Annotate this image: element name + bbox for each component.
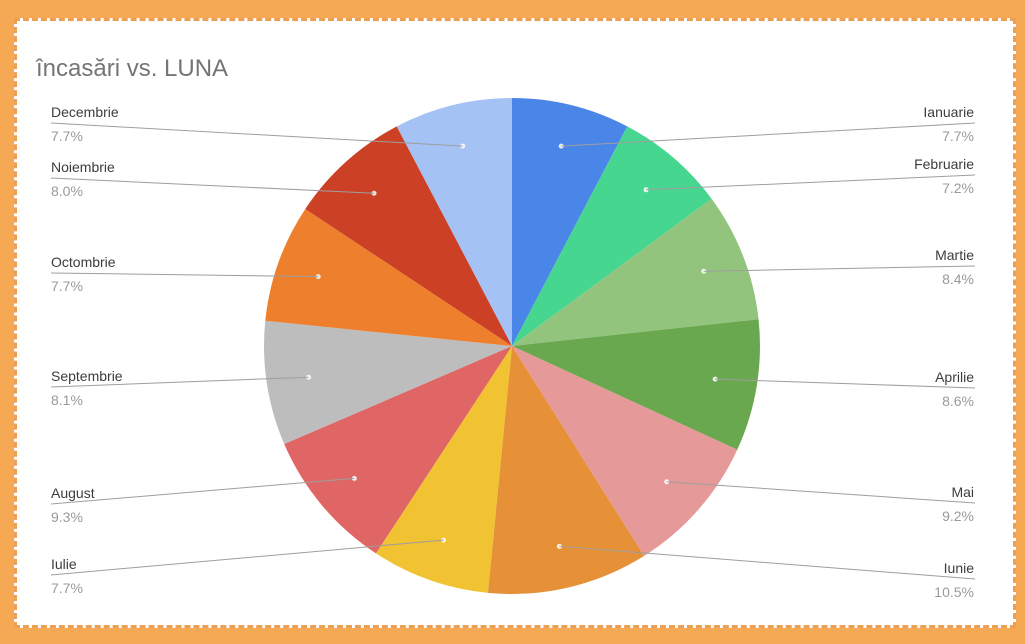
slice-aprilie[interactable] xyxy=(512,319,760,450)
slice-label: Februarie xyxy=(914,156,974,172)
slice-percent: 7.7% xyxy=(942,128,974,144)
slice-label: Iulie xyxy=(51,556,77,572)
callout-line xyxy=(703,265,976,272)
slice-label: Octombrie xyxy=(51,254,116,270)
slice-percent: 7.7% xyxy=(51,278,83,294)
callout-line xyxy=(50,477,355,505)
slice-label: Iunie xyxy=(944,560,975,576)
pie-slices xyxy=(263,98,760,594)
slice-label: Decembrie xyxy=(51,104,119,120)
callout-line xyxy=(715,378,976,389)
slice-label: Aprilie xyxy=(935,369,974,385)
slice-noiembrie[interactable] xyxy=(305,126,512,346)
callout-line xyxy=(561,122,976,147)
callout-line xyxy=(50,177,375,194)
slice-label: Martie xyxy=(935,247,974,263)
slice-februarie[interactable] xyxy=(512,126,712,346)
slice-ianuarie[interactable] xyxy=(512,98,628,346)
callout-line xyxy=(666,481,976,504)
slice-iulie[interactable] xyxy=(375,346,512,593)
pie-callouts: Ianuarie 7.7% Februarie 7.2% Martie 8.4% April… xyxy=(50,104,976,600)
slice-percent: 8.6% xyxy=(942,393,974,409)
callout-line xyxy=(50,539,444,576)
slice-august[interactable] xyxy=(284,346,512,554)
slice-mai[interactable] xyxy=(512,346,738,556)
slice-label: Ianuarie xyxy=(923,104,974,120)
slice-label: August xyxy=(51,485,95,501)
slice-percent: 7.7% xyxy=(51,580,83,596)
callout-line xyxy=(559,545,976,580)
slice-percent: 7.2% xyxy=(942,180,974,196)
callout-line xyxy=(50,272,319,278)
callout-line xyxy=(646,174,976,191)
slice-decembrie[interactable] xyxy=(396,98,512,346)
slice-label: Mai xyxy=(951,484,974,500)
slice-iunie[interactable] xyxy=(487,346,645,594)
chart-title: încasări vs. LUNA xyxy=(35,55,228,82)
slice-percent: 9.3% xyxy=(51,509,83,525)
slice-martie[interactable] xyxy=(512,198,759,346)
slice-percent: 10.5% xyxy=(934,584,974,600)
slice-octombrie[interactable] xyxy=(265,208,512,346)
slice-percent: 8.0% xyxy=(51,183,83,199)
slice-label: Noiembrie xyxy=(51,159,115,175)
slice-percent: 8.1% xyxy=(51,392,83,408)
callout-line xyxy=(50,376,309,388)
slice-percent: 9.2% xyxy=(942,508,974,524)
slice-percent: 8.4% xyxy=(942,271,974,287)
callout-line xyxy=(50,122,463,147)
slice-percent: 7.7% xyxy=(51,128,83,144)
slice-label: Septembrie xyxy=(51,368,123,384)
slice-septembrie[interactable] xyxy=(263,320,512,445)
